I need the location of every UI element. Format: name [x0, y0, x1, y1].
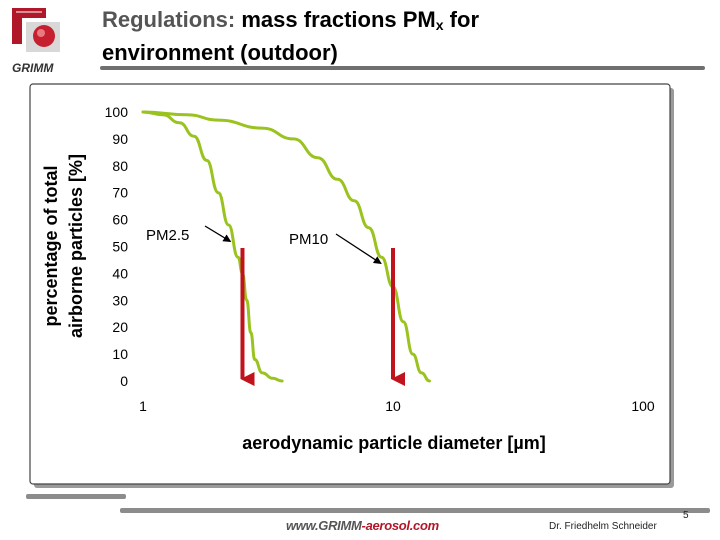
y-axis-label-line2: airborne particles [%]: [66, 154, 86, 338]
y-axis-label-line1: percentage of total: [41, 165, 61, 326]
y-tick-label: 60: [112, 212, 128, 228]
title-suffix: for: [443, 7, 480, 32]
page-number: 5: [683, 510, 689, 521]
x-tick-label: 1: [139, 398, 147, 414]
footer-url: www.GRIMM-aerosol.com: [286, 518, 439, 533]
plot-border: [29, 83, 671, 485]
title-main: mass fractions PM: [241, 7, 436, 32]
y-tick-label: 100: [105, 104, 129, 120]
footer-rule: [120, 508, 710, 513]
pointer-arrow: [204, 225, 232, 243]
logo-text: GRIMM: [12, 61, 54, 75]
y-tick-label: 70: [112, 185, 128, 201]
title-rule: [100, 66, 705, 70]
y-tick-label: 50: [112, 239, 128, 255]
y-tick-label: 40: [112, 265, 128, 281]
y-tick-label: 0: [120, 373, 128, 389]
author-name: Dr. Friedhelm Schneider: [549, 521, 657, 532]
pointer-arrow: [335, 233, 382, 264]
y-tick-label: 20: [112, 319, 128, 335]
series-line-pm10: [141, 110, 431, 383]
title-line2: environment (outdoor): [102, 40, 338, 65]
y-tick-label: 90: [112, 131, 128, 147]
y-tick-label: 80: [112, 158, 128, 174]
y-tick-label: 30: [112, 292, 128, 308]
grimm-logo: GRIMM: [12, 8, 60, 75]
title-prefix: Regulations:: [102, 7, 236, 32]
series-line-pm2-5: [141, 110, 284, 383]
y-tick-label: 10: [112, 346, 128, 362]
x-axis-label: aerodynamic particle diameter [µm]: [242, 433, 545, 453]
annotation-label-pm10: PM10: [289, 231, 328, 248]
title-subscript: x: [435, 17, 444, 33]
x-tick-label: 10: [385, 398, 401, 414]
x-tick-label: 100: [631, 398, 655, 414]
slide-title: Regulations: mass fractions PMx for envi…: [102, 6, 702, 67]
annotation-label-pm2-5: PM2.5: [146, 227, 189, 244]
